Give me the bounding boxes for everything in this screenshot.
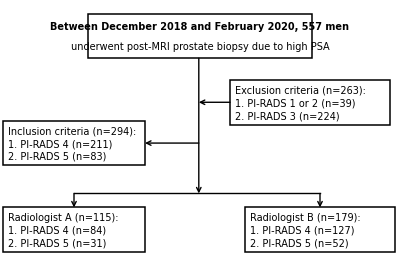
Text: 1. PI-RADS 4 (n=127): 1. PI-RADS 4 (n=127) (250, 225, 355, 235)
Text: Inclusion criteria (n=294):: Inclusion criteria (n=294): (8, 126, 136, 136)
Bar (230, 81, 390, 125)
Bar (3, 208, 145, 252)
Text: Exclusion criteria (n=263):: Exclusion criteria (n=263): (235, 85, 366, 95)
Bar (245, 208, 395, 252)
Text: 1. PI-RADS 1 or 2 (n=39): 1. PI-RADS 1 or 2 (n=39) (235, 98, 356, 108)
Text: 1. PI-RADS 4 (n=211): 1. PI-RADS 4 (n=211) (8, 138, 112, 149)
Text: 2. PI-RADS 5 (n=83): 2. PI-RADS 5 (n=83) (8, 151, 106, 161)
Text: Radiologist A (n=115):: Radiologist A (n=115): (8, 212, 119, 222)
Text: 1. PI-RADS 4 (n=84): 1. PI-RADS 4 (n=84) (8, 225, 106, 235)
Text: Radiologist B (n=179):: Radiologist B (n=179): (250, 212, 361, 222)
Text: Between December 2018 and February 2020, 557 men: Between December 2018 and February 2020,… (50, 22, 350, 32)
Text: 2. PI-RADS 5 (n=52): 2. PI-RADS 5 (n=52) (250, 238, 349, 248)
Bar (3, 121, 145, 166)
Text: 2. PI-RADS 3 (n=224): 2. PI-RADS 3 (n=224) (235, 111, 340, 121)
Bar (88, 14, 312, 59)
Text: 2. PI-RADS 5 (n=31): 2. PI-RADS 5 (n=31) (8, 238, 106, 248)
Text: underwent post-MRI prostate biopsy due to high PSA: underwent post-MRI prostate biopsy due t… (71, 41, 329, 51)
